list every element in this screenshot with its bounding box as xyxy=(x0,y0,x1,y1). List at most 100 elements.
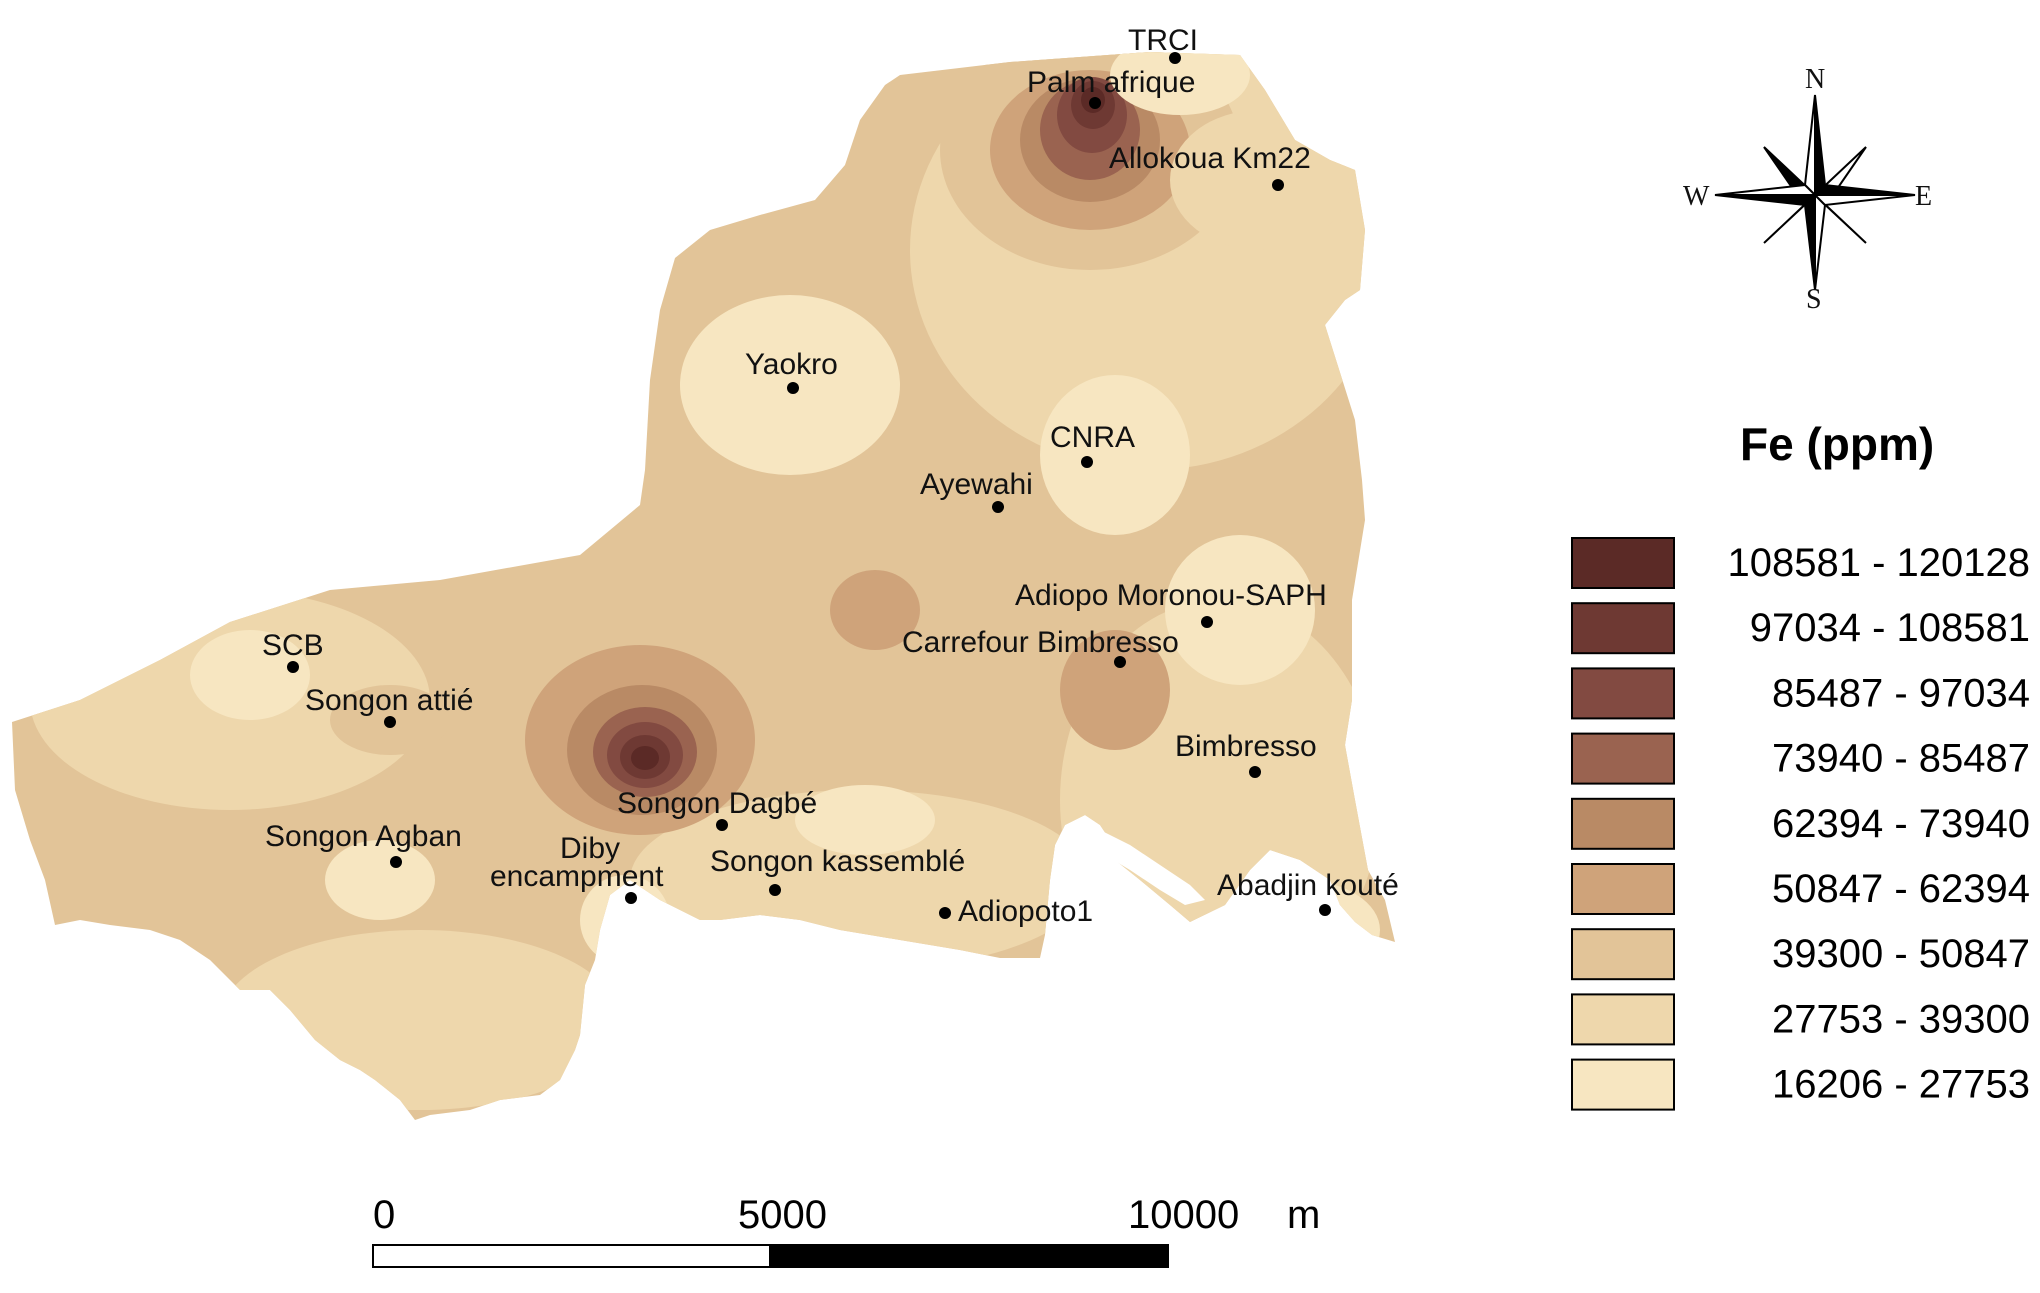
site-marker xyxy=(769,884,781,896)
site-marker xyxy=(716,819,728,831)
site-cnra[interactable]: CNRA xyxy=(1050,421,1135,468)
scale-bar-black xyxy=(769,1244,1169,1268)
legend-range-label: 73940 - 85487 xyxy=(1772,737,2030,781)
scale-unit: m xyxy=(1287,1193,1320,1237)
legend-swatch xyxy=(1571,863,1675,915)
site-marker xyxy=(787,382,799,394)
site-label: Abadjin kouté xyxy=(1217,869,1399,902)
site-label: CNRA xyxy=(1050,421,1135,454)
legend-range-label: 50847 - 62394 xyxy=(1772,867,2030,911)
water-inlets xyxy=(1100,830,1270,915)
site-label: Songon kassemblé xyxy=(710,845,965,878)
site-ayewahi[interactable]: Ayewahi xyxy=(920,468,1033,513)
zone-cnra xyxy=(1040,375,1190,535)
scale-label-0: 0 xyxy=(373,1193,395,1237)
scale-label-10000: 10000 xyxy=(1128,1193,1239,1237)
compass-east-bottom xyxy=(1812,194,1916,207)
legend-entry: 85487 - 97034 xyxy=(1571,667,2030,720)
zone-scb xyxy=(190,630,310,720)
site-label-line2: encampment xyxy=(490,860,664,893)
compass-west: W xyxy=(1683,181,1710,212)
site-label-line1: Diby xyxy=(560,832,620,865)
site-songon-kassemble[interactable]: Songon kassemblé xyxy=(710,845,965,896)
site-scb[interactable]: SCB xyxy=(262,629,324,673)
compass-south-right xyxy=(1814,192,1827,291)
zone-carrefour-high xyxy=(1060,630,1170,750)
compass-east-top xyxy=(1812,183,1916,196)
legend-swatch xyxy=(1571,602,1675,655)
legend-swatch xyxy=(1571,928,1675,981)
legend-entry: 27753 - 39300 xyxy=(1571,993,2030,1046)
legend-range-label: 39300 - 50847 xyxy=(1772,932,2030,976)
site-label: Adiopo Moronou-SAPH xyxy=(1015,579,1327,612)
compass-north: N xyxy=(1805,64,1825,95)
site-label: SCB xyxy=(262,629,324,662)
site-marker xyxy=(992,501,1004,513)
site-abadjin-koute[interactable]: Abadjin kouté xyxy=(1217,869,1399,916)
lagoon-inlet xyxy=(1100,830,1205,905)
scale-label-5000: 5000 xyxy=(738,1193,827,1237)
compass-star-icon xyxy=(1714,94,1916,291)
site-label: Songon Dagbé xyxy=(617,787,817,820)
site-marker xyxy=(1081,456,1093,468)
legend-entry: 73940 - 85487 xyxy=(1571,732,2030,785)
zone-low-southwest xyxy=(220,930,620,1110)
site-label: Ayewahi xyxy=(920,468,1033,501)
site-marker xyxy=(939,907,951,919)
site-marker xyxy=(390,856,402,868)
legend-swatch xyxy=(1571,797,1675,850)
site-palm-afrique[interactable]: Palm afrique xyxy=(1027,66,1195,109)
site-trci[interactable]: TRCI xyxy=(1128,24,1198,64)
site-marker xyxy=(1319,904,1331,916)
legend-entry: 108581 - 120128 xyxy=(1571,537,2030,589)
site-label: Bimbresso xyxy=(1175,730,1317,763)
site-marker xyxy=(1249,766,1261,778)
legend-swatch xyxy=(1571,1058,1675,1111)
legend-entry: 16206 - 27753 xyxy=(1571,1058,2030,1111)
legend-swatch xyxy=(1571,993,1675,1046)
site-yaokro[interactable]: Yaokro xyxy=(745,348,838,394)
site-label: Adiopoto1 xyxy=(958,895,1093,928)
site-songon-agban[interactable]: Songon Agban xyxy=(265,820,462,868)
site-songon-dagbe[interactable]: Songon Dagbé xyxy=(617,787,817,831)
site-marker xyxy=(1272,179,1284,191)
compass-south-left xyxy=(1803,192,1816,291)
site-label: Carrefour Bimbresso xyxy=(902,626,1179,659)
site-diby-encampment[interactable]: Diby encampment xyxy=(490,832,664,904)
compass-east: E xyxy=(1915,181,1932,212)
legend-title: Fe (ppm) xyxy=(1740,418,1934,470)
legend-range-label: 62394 - 73940 xyxy=(1772,802,2030,846)
site-bimbresso[interactable]: Bimbresso xyxy=(1175,730,1317,778)
site-marker xyxy=(1114,656,1126,668)
legend: Fe (ppm) 108581 - 120128 97034 - 108581 85… xyxy=(1571,418,2030,1111)
compass-south: S xyxy=(1806,284,1822,315)
compass-rose: N S E W xyxy=(1683,64,1932,315)
zone-trci xyxy=(1110,52,1250,115)
site-songon-attie[interactable]: Songon attié xyxy=(305,684,473,728)
site-label: Palm afrique xyxy=(1027,66,1195,99)
compass-west-bottom xyxy=(1714,194,1818,207)
site-label: Songon Agban xyxy=(265,820,462,853)
legend-range-label: 27753 - 39300 xyxy=(1772,997,2030,1041)
zone-central-high xyxy=(830,570,920,650)
zone-songon-agban xyxy=(325,840,435,920)
compass-north-left xyxy=(1803,94,1816,198)
site-marker xyxy=(1201,616,1213,628)
scale-bar: 0 5000 10000 m xyxy=(372,1193,1320,1268)
zone-allokoua xyxy=(1170,110,1350,250)
site-adiopoto1[interactable]: Adiopoto1 xyxy=(939,895,1093,928)
site-marker xyxy=(1089,97,1101,109)
zone-kassemble xyxy=(795,785,935,855)
site-allokoua-km22[interactable]: Allokoua Km22 xyxy=(1109,142,1311,191)
site-adiopo-moronou-saph[interactable]: Adiopo Moronou-SAPH xyxy=(1015,579,1327,628)
legend-swatch xyxy=(1571,667,1675,720)
site-marker xyxy=(625,892,637,904)
legend-swatch xyxy=(1571,537,1675,589)
songon-ring-6 xyxy=(631,746,659,770)
legend-entries: 108581 - 120128 97034 - 108581 85487 - 970… xyxy=(1571,537,2030,1111)
site-carrefour-bimbresso[interactable]: Carrefour Bimbresso xyxy=(902,626,1179,668)
site-marker xyxy=(1169,52,1181,64)
site-label: Allokoua Km22 xyxy=(1109,142,1311,175)
lagoon-channel xyxy=(1225,895,1270,915)
